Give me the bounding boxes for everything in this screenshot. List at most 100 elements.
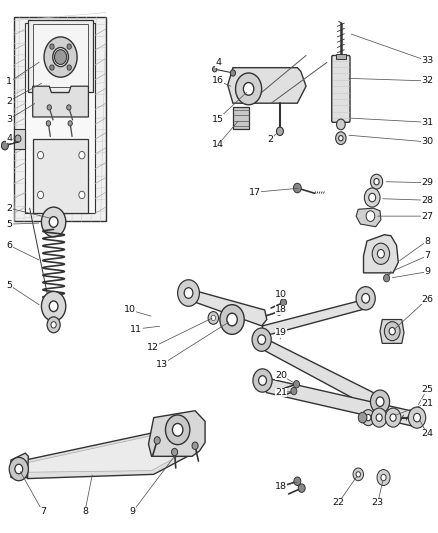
- Circle shape: [227, 313, 237, 326]
- Circle shape: [366, 415, 371, 421]
- Polygon shape: [380, 319, 404, 343]
- Circle shape: [408, 407, 426, 428]
- Circle shape: [9, 457, 28, 481]
- Circle shape: [67, 65, 71, 70]
- Text: 5: 5: [6, 220, 12, 229]
- Text: 18: 18: [275, 482, 287, 491]
- Polygon shape: [233, 108, 250, 128]
- Text: 2: 2: [6, 204, 12, 213]
- Text: 14: 14: [212, 140, 224, 149]
- Circle shape: [44, 37, 77, 77]
- Circle shape: [47, 317, 60, 333]
- Circle shape: [220, 305, 244, 334]
- Circle shape: [47, 105, 51, 110]
- Circle shape: [67, 105, 71, 110]
- Circle shape: [413, 414, 420, 422]
- Polygon shape: [18, 418, 196, 479]
- Text: 18: 18: [275, 305, 287, 314]
- Circle shape: [362, 410, 375, 425]
- Circle shape: [230, 70, 236, 76]
- Circle shape: [366, 211, 375, 221]
- Polygon shape: [254, 333, 384, 414]
- Circle shape: [376, 397, 384, 407]
- Text: 4: 4: [215, 59, 221, 67]
- Circle shape: [385, 321, 400, 341]
- Polygon shape: [364, 235, 398, 273]
- Text: 7: 7: [40, 507, 46, 516]
- Text: 4: 4: [6, 134, 12, 143]
- Circle shape: [54, 50, 67, 64]
- Circle shape: [173, 423, 183, 436]
- Circle shape: [293, 183, 301, 193]
- Text: 10: 10: [275, 289, 287, 298]
- Polygon shape: [33, 23, 88, 87]
- Polygon shape: [33, 139, 88, 214]
- Text: 31: 31: [421, 118, 433, 127]
- Text: 2: 2: [267, 135, 273, 144]
- Circle shape: [244, 83, 254, 95]
- Circle shape: [371, 174, 383, 189]
- Text: 6: 6: [6, 241, 12, 250]
- Text: 27: 27: [421, 212, 433, 221]
- Text: 8: 8: [424, 237, 430, 246]
- Polygon shape: [336, 54, 346, 59]
- Circle shape: [378, 249, 385, 258]
- Text: 1: 1: [6, 77, 12, 86]
- Text: 22: 22: [333, 498, 345, 507]
- Circle shape: [377, 470, 390, 486]
- Text: 19: 19: [275, 328, 287, 337]
- Text: 30: 30: [421, 138, 433, 147]
- Circle shape: [294, 477, 301, 486]
- Text: 11: 11: [131, 325, 142, 334]
- Circle shape: [293, 381, 300, 388]
- Circle shape: [172, 448, 178, 456]
- Text: 12: 12: [147, 343, 159, 352]
- Circle shape: [184, 288, 193, 298]
- Circle shape: [389, 327, 395, 335]
- Circle shape: [356, 287, 375, 310]
- Polygon shape: [11, 453, 28, 478]
- Circle shape: [252, 328, 271, 351]
- Circle shape: [353, 468, 364, 481]
- Text: 28: 28: [421, 196, 433, 205]
- Circle shape: [376, 414, 382, 421]
- Text: 25: 25: [421, 385, 433, 394]
- Circle shape: [385, 408, 401, 427]
- Circle shape: [276, 127, 283, 135]
- Text: 20: 20: [275, 370, 287, 379]
- Circle shape: [42, 292, 66, 321]
- Text: 23: 23: [372, 498, 384, 507]
- FancyBboxPatch shape: [332, 55, 350, 122]
- Circle shape: [356, 472, 360, 477]
- Polygon shape: [25, 22, 95, 214]
- Polygon shape: [262, 288, 368, 336]
- Polygon shape: [28, 20, 93, 92]
- Circle shape: [236, 73, 261, 105]
- Circle shape: [381, 474, 386, 481]
- Circle shape: [50, 65, 54, 70]
- Circle shape: [79, 151, 85, 159]
- Circle shape: [298, 484, 305, 492]
- Circle shape: [178, 280, 199, 306]
- Polygon shape: [14, 17, 106, 221]
- Text: 24: 24: [421, 429, 433, 438]
- Circle shape: [46, 120, 50, 126]
- Circle shape: [258, 335, 265, 344]
- Circle shape: [49, 216, 58, 227]
- Text: 16: 16: [212, 76, 224, 85]
- Circle shape: [369, 193, 376, 202]
- Circle shape: [371, 408, 387, 427]
- Circle shape: [79, 191, 85, 199]
- Text: 9: 9: [424, 268, 430, 276]
- Circle shape: [49, 301, 58, 312]
- Text: 13: 13: [155, 360, 168, 369]
- Circle shape: [1, 141, 8, 150]
- Text: 7: 7: [424, 252, 430, 261]
- Circle shape: [358, 413, 367, 423]
- Circle shape: [154, 437, 160, 444]
- Text: 33: 33: [421, 56, 433, 65]
- Circle shape: [339, 135, 343, 141]
- Circle shape: [372, 243, 390, 264]
- Circle shape: [336, 119, 345, 130]
- Circle shape: [364, 188, 380, 207]
